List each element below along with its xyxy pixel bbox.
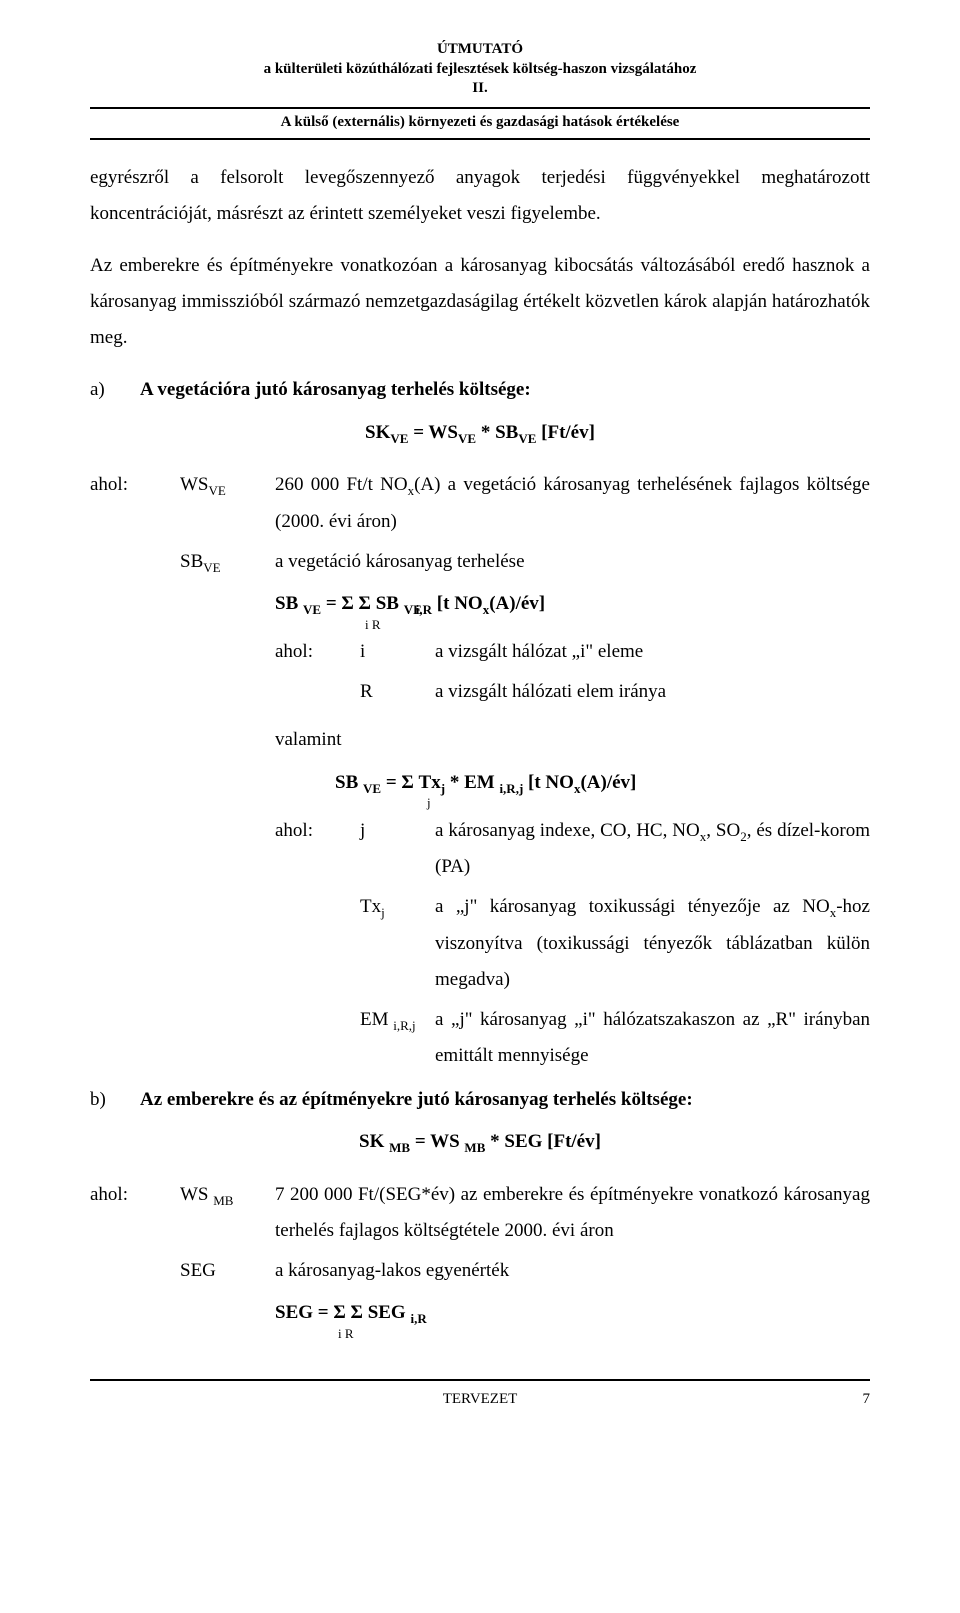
def-wsmb: ahol: WS MB 7 200 000 Ft/(SEG*év) az emb… — [90, 1177, 870, 1249]
wsmb-text: 7 200 000 Ft/(SEG*év) az emberekre és ép… — [275, 1177, 870, 1249]
sbve-formula-2-block: SB VE = Σ Txj * EM i,R,j [t NOx(A)/év] j — [335, 765, 870, 809]
seg-symbol: SEG — [180, 1253, 275, 1289]
j-text: a károsanyag indexe, CO, HC, NOx, SO2, é… — [435, 813, 870, 886]
wsve-text: 260 000 Ft/t NOx(A) a vegetáció károsany… — [275, 467, 870, 540]
wsve-symbol: WSVE — [180, 467, 275, 503]
body-para-1: egyrészről a felsorolt levegőszennyező a… — [90, 160, 870, 232]
section-b-marker: b) — [90, 1082, 140, 1118]
inner-def-j: ahol: j a károsanyag indexe, CO, HC, NOx… — [275, 813, 870, 886]
seg-formula: SEG = Σ Σ SEG i,R — [275, 1295, 870, 1331]
i-symbol: i — [360, 634, 435, 670]
inner-def-em: EM i,R,j a „j" károsanyag „i" hálózatsza… — [275, 1002, 870, 1074]
tx-text: a „j" károsanyag toxikussági tényezője a… — [435, 889, 870, 998]
header-title: ÚTMUTATÓ — [90, 40, 870, 60]
header-part: II. — [90, 79, 870, 99]
page-header: ÚTMUTATÓ a külterületi közúthálózati fej… — [90, 40, 870, 99]
seg-text: a károsanyag-lakos egyenérték — [275, 1253, 870, 1289]
sbve-text: a vegetáció károsanyag terhelése — [275, 544, 870, 580]
section-a-heading: a) A vegetációra jutó károsanyag terhelé… — [90, 372, 870, 408]
em-text: a „j" károsanyag „i" hálózatszakaszon az… — [435, 1002, 870, 1074]
section-a-marker: a) — [90, 372, 140, 408]
sbve-symbol: SBVE — [180, 544, 275, 580]
ahol-label-b: ahol: — [90, 1177, 180, 1213]
footer-center: TERVEZET — [120, 1385, 840, 1414]
seg-formula-block: SEG = Σ Σ SEG i,R i R — [275, 1295, 870, 1339]
section-b-title: Az emberekre és az építményekre jutó kár… — [140, 1082, 870, 1118]
section-b-formula: SK MB = WS MB * SEG [Ft/év] — [90, 1124, 870, 1160]
inner-def-r: R a vizsgált hálózati elem iránya — [275, 674, 870, 710]
page-footer: TERVEZET 7 — [90, 1385, 870, 1414]
inner-def-tx: Txj a „j" károsanyag toxikussági tényező… — [275, 889, 870, 998]
ahol-label-inner2: ahol: — [275, 813, 360, 849]
i-text: a vizsgált hálózat „i" eleme — [435, 634, 870, 670]
sbve-formula-block: SB VE = Σ Σ SB VEi,R [t NOx(A)/év] i R a… — [275, 586, 870, 1074]
r-text: a vizsgált hálózati elem iránya — [435, 674, 870, 710]
section-a-formula: SKVE = WSVE * SBVE [Ft/év] — [90, 415, 870, 451]
header-subtitle: a külterületi közúthálózati fejlesztések… — [90, 60, 870, 80]
valamint-label: valamint — [275, 722, 870, 758]
header-rule-bottom — [90, 138, 870, 140]
r-symbol: R — [360, 674, 435, 710]
em-symbol: EM i,R,j — [360, 1002, 435, 1038]
footer-rule — [90, 1379, 870, 1381]
ahol-label: ahol: — [90, 467, 180, 503]
inner-def-i: ahol: i a vizsgált hálózat „i" eleme — [275, 634, 870, 670]
def-seg: SEG a károsanyag-lakos egyenérték — [90, 1253, 870, 1289]
wsmb-symbol: WS MB — [180, 1177, 275, 1213]
section-b-heading: b) Az emberekre és az építményekre jutó … — [90, 1082, 870, 1118]
sbve-formula-2: SB VE = Σ Txj * EM i,R,j [t NOx(A)/év] — [335, 765, 870, 801]
ahol-label-inner: ahol: — [275, 634, 360, 670]
header-rule-top — [90, 107, 870, 109]
header-section: A külső (externális) környezeti és gazda… — [90, 113, 870, 133]
j-symbol: j — [360, 813, 435, 849]
footer-page-number: 7 — [840, 1385, 870, 1414]
def-wsve: ahol: WSVE 260 000 Ft/t NOx(A) a vegetác… — [90, 467, 870, 540]
section-a-title: A vegetációra jutó károsanyag terhelés k… — [140, 372, 870, 408]
body-para-2: Az emberekre és építményekre vonatkozóan… — [90, 248, 870, 356]
tx-symbol: Txj — [360, 889, 435, 925]
def-sbve: SBVE a vegetáció károsanyag terhelése — [90, 544, 870, 580]
